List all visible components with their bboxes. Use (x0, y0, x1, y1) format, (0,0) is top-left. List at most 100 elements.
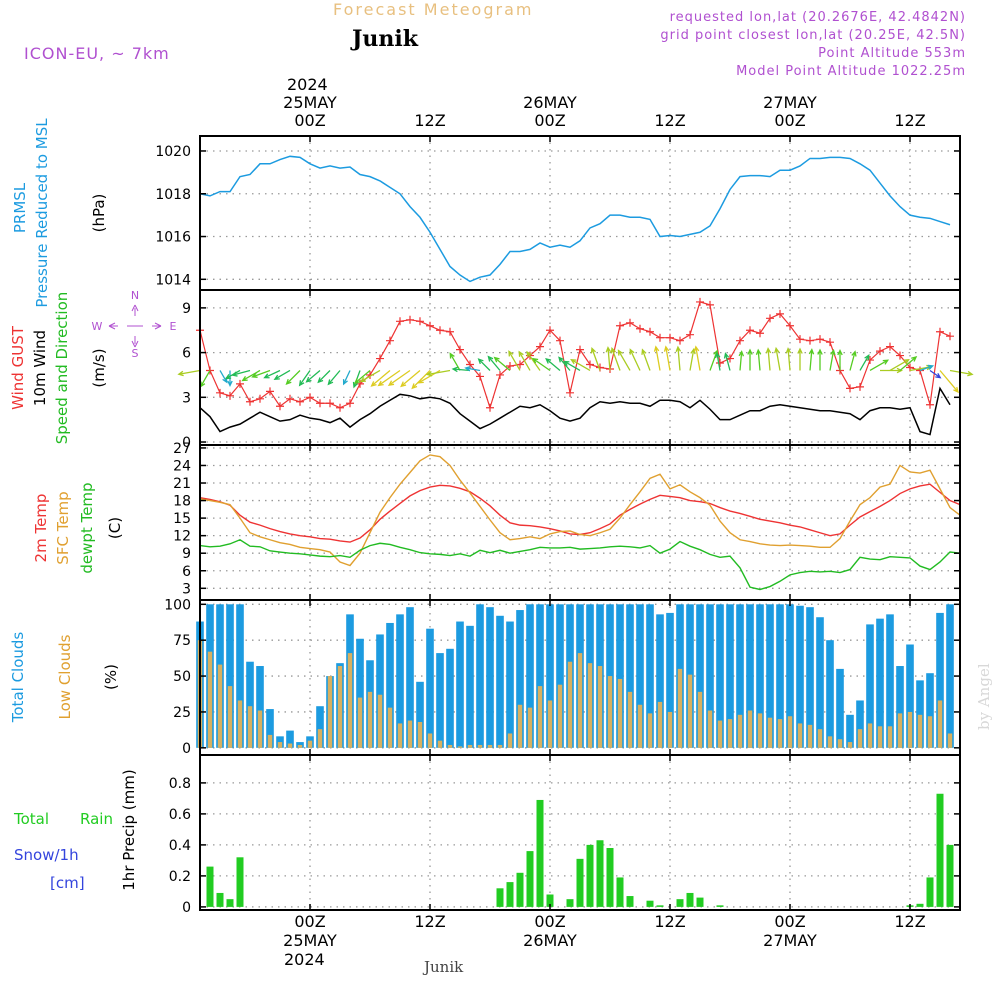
gust-marker (566, 388, 574, 397)
top-time-label: 12Z (894, 111, 926, 130)
total-cloud-bar (776, 604, 784, 748)
total-cloud-bar (866, 624, 874, 748)
gust-marker (296, 397, 304, 406)
grid-layer (200, 136, 960, 910)
low-cloud-bar (377, 694, 383, 748)
y-tick-label: 15 (173, 511, 191, 527)
low-cloud-bar (467, 744, 473, 748)
wind-arrow (570, 358, 591, 372)
requested-coords: requested lon,lat (20.2676E, 42.4842N) (669, 10, 966, 25)
low-cloud-bar (407, 720, 413, 748)
total-cloud-bar (726, 604, 734, 748)
gust-marker (776, 309, 784, 318)
low-cloud-bar (347, 653, 353, 748)
y-tick-label: 1020 (155, 144, 191, 160)
low-cloud-bar (537, 686, 543, 748)
total-cloud-bar (896, 666, 904, 748)
rain-bar (216, 892, 224, 907)
low-cloud-bar (217, 664, 223, 748)
gust-marker (926, 400, 934, 409)
gust-line (199, 301, 951, 410)
y-tick-label: 75 (173, 633, 191, 649)
low-cloud-bar (787, 716, 793, 748)
wind-arrow (797, 347, 803, 371)
compass-north: N (131, 289, 139, 302)
low-cloud-bar (617, 678, 623, 748)
wind-arrow (387, 369, 411, 386)
wind-arrow (590, 346, 601, 371)
wind-direction-label: Speed and Direction (53, 292, 71, 445)
wind-arrow (305, 369, 321, 383)
rain-bar (596, 840, 604, 907)
total-cloud-bar (516, 610, 524, 748)
wind-arrow (605, 346, 612, 371)
low-cloud-bar (517, 704, 523, 748)
low-cloud-bar (327, 676, 333, 748)
wind-arrow (425, 369, 451, 377)
wind-arrow (889, 358, 910, 372)
total-cloud-bar (766, 604, 774, 748)
wind-arrow (899, 356, 918, 371)
y-tick-label: 0.4 (169, 838, 191, 854)
total-cloud-bar (416, 681, 424, 748)
y-tick-label: 27 (173, 441, 191, 457)
gust-marker (286, 394, 294, 403)
location-title: Junik (352, 26, 418, 52)
top-time-label: 00Z (294, 111, 326, 130)
low-cloud-bar (507, 733, 513, 748)
low-cloud-bar (717, 720, 723, 748)
temp-2m-line (199, 483, 961, 543)
wind-arrow (327, 370, 341, 386)
low-cloud-bar (497, 744, 503, 748)
low-cloud-bar (697, 691, 703, 748)
wind-arrow (377, 369, 401, 387)
low-cloud-bar (857, 729, 863, 748)
total-cloud-bar (386, 622, 394, 748)
wind-arrow (251, 369, 271, 378)
rain-bar (546, 894, 554, 907)
total-rain-label-2: Rain (80, 810, 113, 828)
low-cloud-bar (307, 740, 313, 748)
gust-marker (946, 332, 954, 341)
low-cloud-bar (927, 716, 933, 748)
total-cloud-bar (506, 621, 514, 748)
bottom-date-label: 27MAY (763, 931, 817, 950)
y-tick-label: 0 (182, 741, 191, 757)
wind-arrow (298, 370, 311, 387)
gust-marker (936, 327, 944, 336)
wind-arrow (342, 370, 351, 386)
wind-speed-line (199, 386, 951, 436)
frame-layer (199, 135, 961, 911)
gust-marker (756, 329, 764, 338)
wind-arrow (869, 359, 890, 372)
wind-arrow (929, 369, 942, 379)
gust-marker (846, 384, 854, 393)
low-cloud-bar (767, 717, 773, 748)
total-cloud-bar (396, 614, 404, 748)
gust-marker (796, 335, 804, 344)
rain-bar (206, 866, 214, 907)
total-cloud-bar (476, 604, 484, 748)
rain-bar (656, 905, 664, 907)
y-tick-label: 6 (182, 346, 191, 362)
gust-marker (516, 360, 524, 369)
wind-arrow (693, 345, 701, 371)
total-cloud-bar (666, 612, 674, 748)
total-cloud-bar (946, 604, 954, 748)
pressure-unit-label: (hPa) (90, 194, 108, 233)
rain-bar (916, 903, 924, 907)
y-tick-label: 50 (173, 669, 191, 685)
low-cloud-bar (257, 710, 263, 748)
total-cloud-bar (786, 604, 794, 748)
pressure-label-short: PRMSL (11, 182, 29, 233)
cloud-unit-label: (%) (102, 664, 120, 690)
wind-arrow (273, 369, 291, 380)
low-cloud-bar (547, 700, 553, 748)
low-cloud-bar (847, 742, 853, 748)
total-cloud-bar (886, 614, 894, 748)
temp-unit-label: (C) (106, 517, 124, 539)
gust-marker (316, 399, 324, 408)
wind-arrow (747, 348, 753, 371)
low-cloud-bar (807, 724, 813, 748)
total-clouds-label: Total Clouds (9, 632, 27, 724)
